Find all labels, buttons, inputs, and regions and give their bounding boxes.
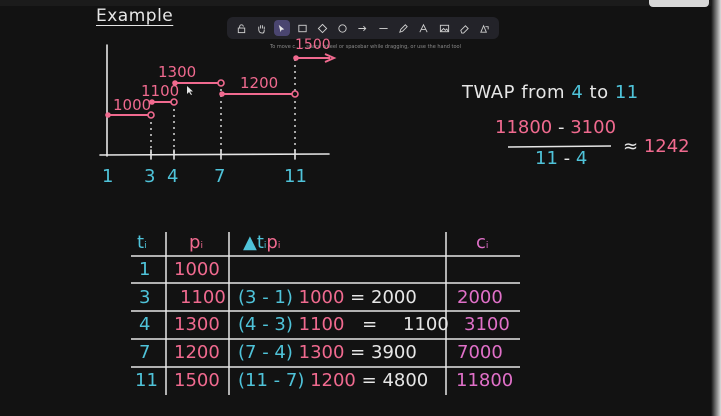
x-tick-label: 3 <box>144 166 156 187</box>
table-cell-p: 1100 <box>180 287 226 308</box>
step-label: 1000 <box>113 96 152 114</box>
table-cell-t: 11 <box>135 370 158 391</box>
shapes-icon[interactable] <box>477 20 493 36</box>
table-cell-c: 2000 <box>457 287 503 308</box>
fraction-bar <box>507 145 612 148</box>
step-label: 1500 <box>295 37 331 53</box>
table-cell-formula: (7 - 4) 1300 = 3900 <box>238 342 417 363</box>
pencil-icon[interactable] <box>396 20 412 36</box>
x-tick-label: 11 <box>284 166 307 187</box>
fraction-numerator: 11800 - 3100 <box>495 117 617 138</box>
window-top-bar <box>0 0 721 6</box>
fraction-denominator: 11 - 4 <box>535 148 588 169</box>
table-cell-c: 7000 <box>457 342 503 363</box>
step-label: 1300 <box>158 63 197 81</box>
eraser-icon[interactable] <box>456 20 472 36</box>
x-tick-label: 1 <box>102 166 114 187</box>
table-cell-c: 3100 <box>464 314 510 335</box>
arrow-icon[interactable] <box>355 20 371 36</box>
approx-result: ≈ 1242 <box>623 136 690 157</box>
drawing-toolbar <box>227 17 499 39</box>
x-tick-label: 4 <box>167 166 179 187</box>
table-cell-c: 11800 <box>456 370 514 391</box>
table-cell-p: 1300 <box>174 314 220 335</box>
lock-icon[interactable] <box>233 20 249 36</box>
rectangle-icon[interactable] <box>294 20 310 36</box>
table-cell-formula: (11 - 7) 1200 = 4800 <box>238 370 429 391</box>
toolbar-hint: To move c... ...space wheel or spacebar … <box>270 44 462 50</box>
diamond-icon[interactable] <box>314 20 330 36</box>
image-icon[interactable] <box>436 20 452 36</box>
mouse-cursor-icon <box>187 86 193 95</box>
x-tick-label: 7 <box>214 166 226 187</box>
table-cell-p: 1500 <box>174 370 220 391</box>
step-arrow-icon <box>324 53 337 63</box>
table-cell-formula: (3 - 1) 1000 = 2000 <box>238 287 417 308</box>
twap-heading: TWAP from 4 to 11 <box>462 82 639 103</box>
header-c: ci <box>476 232 489 253</box>
example-title: Example <box>96 6 174 26</box>
x-axis <box>99 153 330 156</box>
table-cell-formula: (4 - 3) 1100 = 1100 <box>238 314 449 335</box>
text-icon[interactable] <box>416 20 432 36</box>
scrollbar-edge[interactable] <box>711 0 721 416</box>
table-cell-t: 1 <box>139 259 151 280</box>
step-label: 1100 <box>141 82 180 100</box>
table-cell-t: 3 <box>139 287 151 308</box>
header-t: ti <box>137 232 147 253</box>
header-p: pi <box>189 232 203 253</box>
hand-icon[interactable] <box>253 20 269 36</box>
table-cell-p: 1000 <box>174 259 220 280</box>
table-cell-t: 7 <box>139 342 151 363</box>
window-corner-control[interactable] <box>649 0 709 7</box>
step-label: 1200 <box>240 74 279 92</box>
header-delta-tp: ▲tipi <box>243 232 281 253</box>
line-icon[interactable] <box>375 20 391 36</box>
ellipse-icon[interactable] <box>335 20 351 36</box>
table-cell-t: 4 <box>139 314 151 335</box>
table-cell-p: 1200 <box>174 342 220 363</box>
pointer-icon[interactable] <box>273 20 290 36</box>
